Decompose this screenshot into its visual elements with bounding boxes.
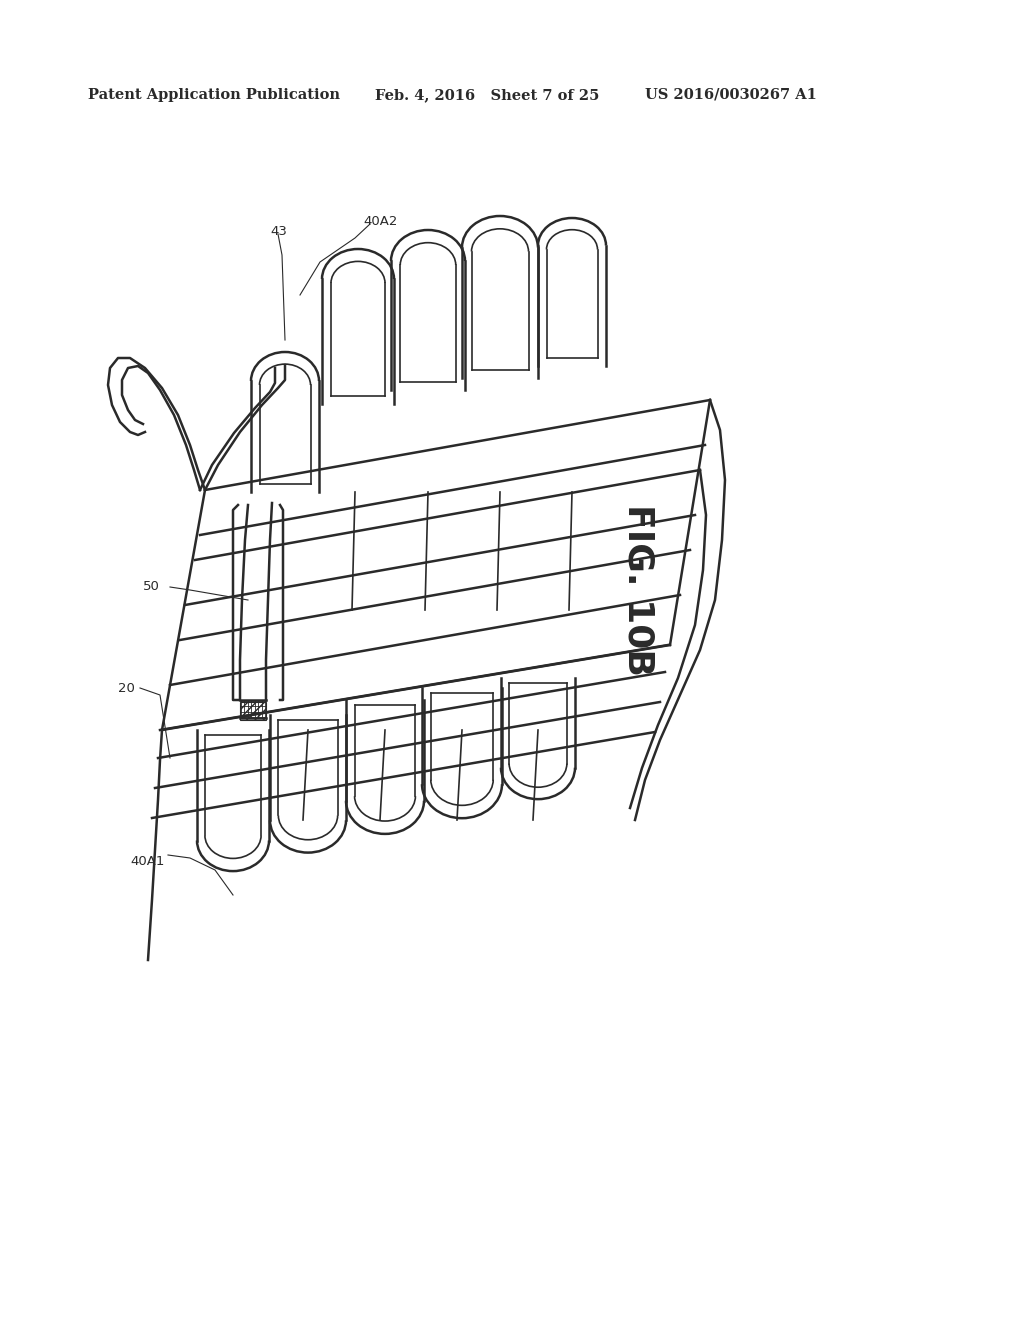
Text: Patent Application Publication: Patent Application Publication [88,88,340,102]
Text: US 2016/0030267 A1: US 2016/0030267 A1 [645,88,817,102]
Text: 40A1: 40A1 [130,855,165,869]
Text: FIG. 10B: FIG. 10B [621,504,655,676]
Text: Feb. 4, 2016   Sheet 7 of 25: Feb. 4, 2016 Sheet 7 of 25 [375,88,599,102]
Text: 50: 50 [143,581,160,594]
Text: 43: 43 [270,224,287,238]
Text: 40A2: 40A2 [362,215,397,228]
Text: 20: 20 [118,681,135,694]
Bar [240,702,266,719]
